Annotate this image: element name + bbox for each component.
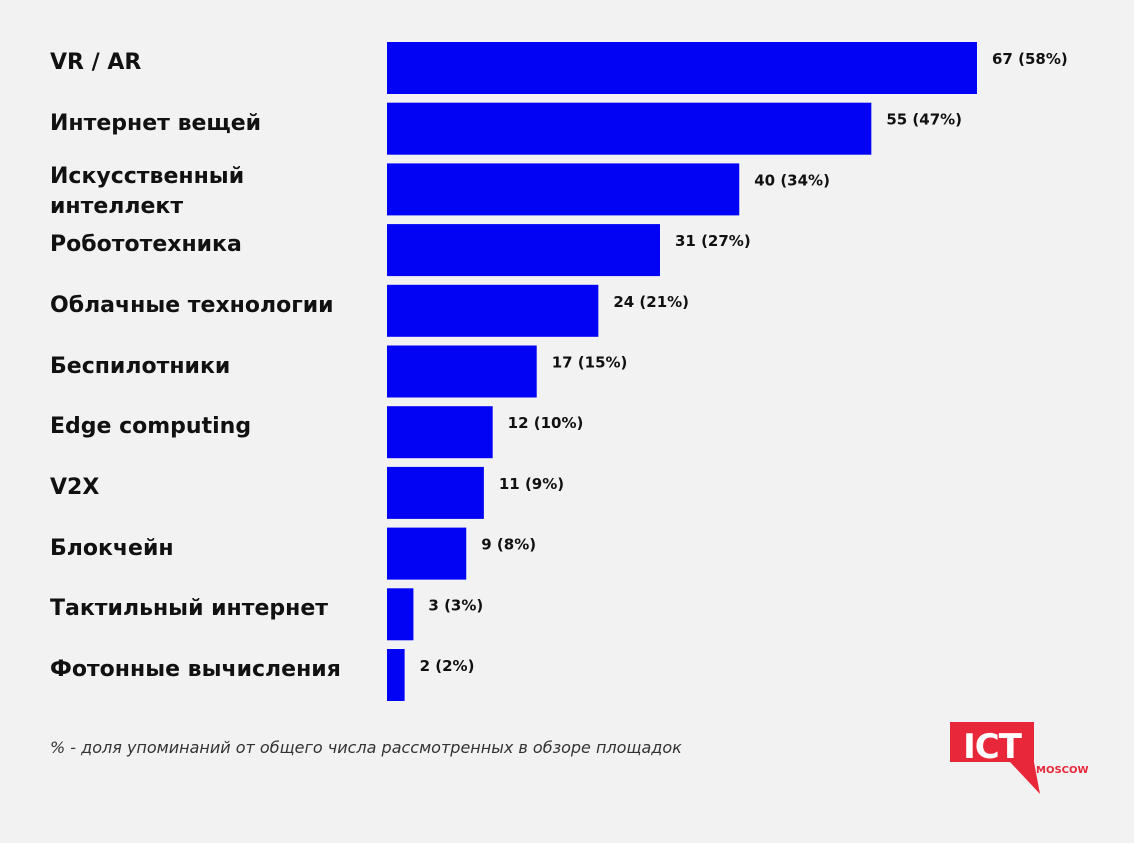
logo-text: ICT xyxy=(963,727,1022,767)
bar-value-label: 40 (34%) xyxy=(754,171,830,189)
bar-chart: 67 (58%) 55 (47%) 40 (34%) 31 (27%) 24 (21%)… xyxy=(387,42,1068,701)
bar xyxy=(387,42,977,94)
ict-moscow-logo: ICT MOSCOW xyxy=(950,722,1100,798)
bar xyxy=(387,224,660,277)
bar xyxy=(387,406,493,459)
bar-value-label: 9 (8%) xyxy=(481,536,536,554)
bar xyxy=(387,102,872,155)
category-label: Облачные технологии xyxy=(50,292,334,318)
category-label: Интернет вещей xyxy=(50,110,262,136)
bar-value-label: 11 (9%) xyxy=(499,475,564,493)
logo-shape-icon xyxy=(950,722,1040,794)
category-label: VR / AR xyxy=(50,50,142,75)
logo-subtext: MOSCOW xyxy=(1036,765,1089,776)
bar xyxy=(387,527,467,580)
bar-value-label: 17 (15%) xyxy=(552,354,628,372)
bar-value-label: 55 (47%) xyxy=(886,111,962,129)
category-label: Edge computing xyxy=(50,414,252,440)
bar-value-label: 31 (27%) xyxy=(675,232,751,250)
category-label: Робототехника xyxy=(50,232,242,258)
category-label: Блокчейн xyxy=(50,535,174,561)
category-label: V2X xyxy=(50,474,100,500)
bar xyxy=(387,466,484,519)
bar xyxy=(387,163,740,216)
bar-value-label: 24 (21%) xyxy=(613,293,689,311)
bar-value-label: 12 (10%) xyxy=(508,414,584,432)
footnote: % - доля упоминаний от общего числа расс… xyxy=(50,738,682,757)
category-label: Искусственный интеллект xyxy=(50,164,245,220)
category-label: Тактильный интернет xyxy=(50,596,329,622)
bar xyxy=(387,345,537,398)
bar xyxy=(387,588,414,641)
bar xyxy=(387,284,599,337)
bar-value-label: 67 (58%) xyxy=(992,50,1068,68)
bar xyxy=(387,649,405,701)
category-label: Беспилотники xyxy=(50,353,231,379)
category-label: Фотонные вычисления xyxy=(50,657,341,682)
bar-value-label: 2 (2%) xyxy=(420,657,475,675)
bar-value-label: 3 (3%) xyxy=(428,596,483,614)
